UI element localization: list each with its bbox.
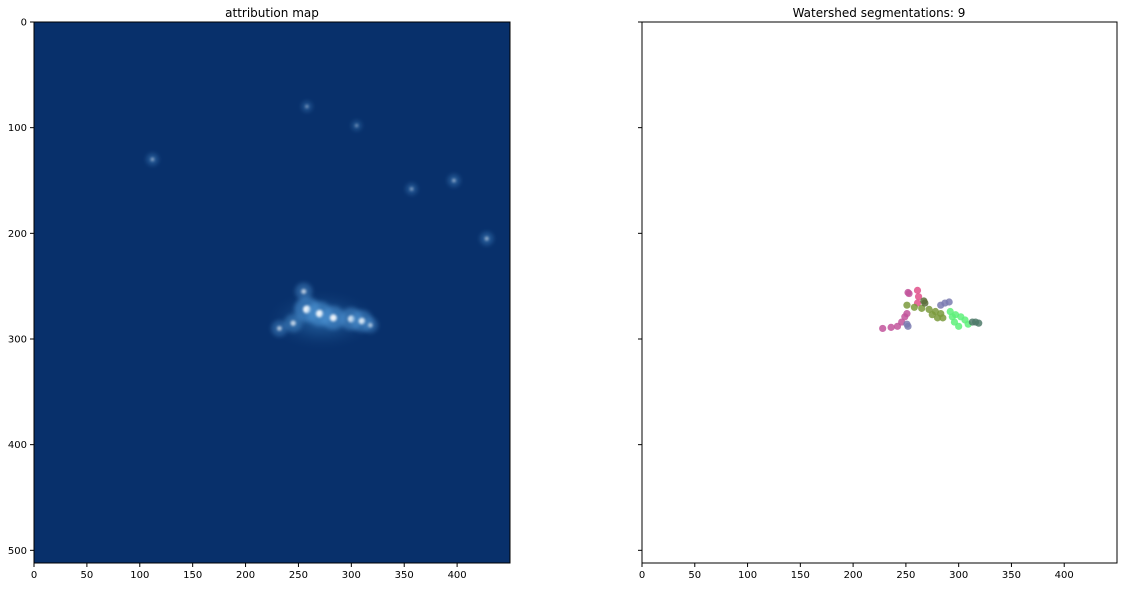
segment-blob — [879, 324, 887, 333]
x-tick-label-left: 350 — [395, 570, 414, 581]
segment-blob — [975, 319, 983, 327]
segment-blob — [939, 314, 947, 322]
hotspot — [150, 157, 155, 162]
hotspot — [452, 178, 456, 183]
x-axis-left: 0 50 100 150 200 250 300 350 400 — [31, 563, 467, 581]
axes-frame-left — [33, 21, 511, 564]
segment-blob — [914, 293, 923, 301]
y-tick-label-left: 100 — [8, 123, 27, 134]
hotspot — [409, 187, 414, 191]
hotspot — [290, 320, 296, 326]
segment-blob — [910, 303, 918, 311]
hotspot — [368, 322, 373, 328]
segment-blob — [913, 286, 922, 294]
axes-frame-right — [641, 21, 1118, 564]
x-tick-label-right: 150 — [791, 570, 810, 581]
y-axis-right — [638, 21, 642, 551]
segment-blob — [887, 323, 895, 331]
hotspot — [305, 104, 309, 109]
x-tick-label-left: 50 — [81, 570, 94, 581]
x-tick-label-right: 50 — [688, 570, 701, 581]
segment-region — [913, 286, 923, 307]
x-tick-label-right: 200 — [844, 570, 863, 581]
segment-region — [904, 288, 913, 298]
segment-blob — [918, 304, 926, 312]
x-tick-label-left: 250 — [289, 570, 308, 581]
segment-region — [920, 297, 929, 307]
x-tick-label-left: 300 — [342, 570, 361, 581]
hotspot — [329, 314, 337, 322]
y-tick-label-left: 500 — [8, 546, 27, 557]
x-tick-label-right: 400 — [1055, 570, 1074, 581]
segmentation-background — [642, 22, 1117, 563]
hotspot — [276, 325, 282, 331]
segment-blob — [921, 299, 929, 307]
x-tick-label-left: 400 — [448, 570, 467, 581]
segment-region — [968, 318, 983, 327]
segment-blob — [945, 298, 953, 306]
segment-region — [903, 301, 947, 322]
segment-blob — [948, 313, 956, 321]
watershed-panel: Watershed segmentations: 9 0 50 100 150 200 2… — [638, 6, 1118, 581]
heatmap-hotspots — [146, 101, 494, 352]
segment-blob — [903, 301, 911, 309]
x-tick-label-left: 0 — [31, 570, 37, 581]
heatmap-background — [34, 22, 510, 563]
x-tick-label-left: 100 — [130, 570, 149, 581]
segment-blob — [903, 310, 911, 318]
x-tick-label-right: 350 — [1002, 570, 1021, 581]
hotspot — [301, 288, 307, 295]
segment-region — [903, 320, 912, 330]
hotspot — [315, 309, 324, 318]
segment-blob — [925, 305, 933, 314]
y-tick-label-left: 300 — [8, 334, 27, 345]
y-tick-label-left: 200 — [8, 229, 27, 240]
x-tick-label-left: 200 — [236, 570, 255, 581]
segment-region — [937, 298, 953, 309]
hotspot — [484, 236, 489, 241]
y-tick-label-left: 400 — [8, 440, 27, 451]
segment-blob — [905, 289, 913, 298]
segmentation-regions — [879, 286, 983, 333]
x-tick-label-right: 250 — [896, 570, 915, 581]
y-axis-left: 0 100 200 300 400 500 — [8, 18, 34, 557]
x-tick-label-right: 300 — [949, 570, 968, 581]
y-tick-label-left: 0 — [21, 18, 27, 29]
x-tick-label-left: 150 — [183, 570, 202, 581]
x-tick-label-right: 0 — [639, 570, 645, 581]
segment-blob — [904, 322, 912, 330]
x-axis-right: 0 50 100 150 200 250 300 350 400 — [639, 563, 1074, 581]
segment-blob — [928, 311, 936, 319]
watershed-title: Watershed segmentations: 9 — [793, 6, 966, 20]
hotspot — [355, 123, 359, 128]
attribution-map-panel: attribution map 0 50 100 150 200 250 300 350 400… — [8, 6, 511, 581]
segment-blob — [933, 314, 942, 322]
x-tick-label-right: 100 — [738, 570, 757, 581]
attribution-map-title: attribution map — [225, 6, 319, 20]
